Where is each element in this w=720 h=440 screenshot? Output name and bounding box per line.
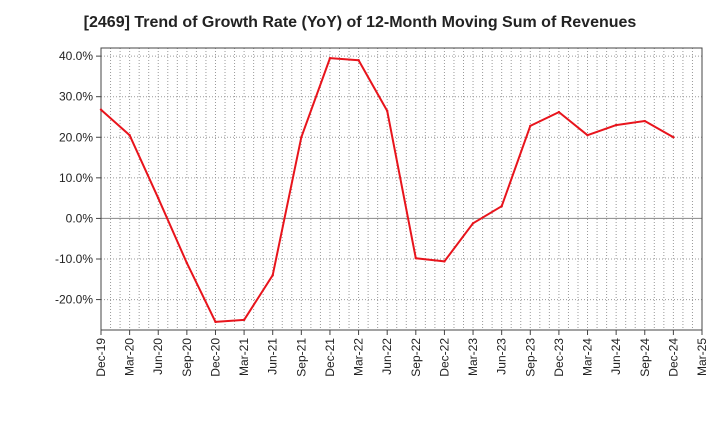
x-tick-label: Jun-21 xyxy=(266,338,280,375)
data-point xyxy=(414,256,418,260)
data-point xyxy=(99,108,103,111)
x-tick-label: Sep-22 xyxy=(409,338,423,377)
x-tick-label: Dec-20 xyxy=(208,338,222,377)
x-tick-label: Sep-24 xyxy=(638,338,652,377)
data-point xyxy=(214,320,217,324)
x-tick-label: Sep-20 xyxy=(180,338,194,377)
x-tick-label: Jun-20 xyxy=(151,338,165,375)
data-point xyxy=(242,318,246,322)
x-tick-label: Jun-24 xyxy=(609,338,623,375)
x-tick-label: Dec-24 xyxy=(666,338,680,377)
data-point xyxy=(557,110,561,114)
data-point xyxy=(385,109,389,113)
data-point xyxy=(586,134,589,137)
data-point xyxy=(271,274,274,277)
x-tick-label: Mar-24 xyxy=(581,338,595,376)
data-point xyxy=(443,260,446,263)
x-tick-label: Mar-22 xyxy=(352,338,366,376)
y-tick-label: 0.0% xyxy=(66,211,94,225)
x-tick-label: Jun-22 xyxy=(380,338,394,375)
y-tick-label: -20.0% xyxy=(55,293,93,307)
data-point xyxy=(529,124,532,128)
chart-title: [2469] Trend of Growth Rate (YoY) of 12-… xyxy=(83,14,637,31)
x-tick-label: Dec-21 xyxy=(323,338,337,377)
data-point xyxy=(471,222,475,225)
y-tick-label: -10.0% xyxy=(55,252,93,266)
plot-area-border xyxy=(100,47,703,331)
data-point xyxy=(128,134,131,137)
y-tick-label: 20.0% xyxy=(59,130,93,144)
data-point xyxy=(643,119,646,123)
x-tick-label: Sep-21 xyxy=(294,338,308,377)
x-tick-label: Jun-23 xyxy=(495,338,509,375)
data-point xyxy=(672,136,675,139)
data-point xyxy=(328,56,332,60)
x-tick-label: Sep-23 xyxy=(523,338,537,377)
y-tick-label: 40.0% xyxy=(59,49,93,63)
data-point xyxy=(300,136,303,139)
x-tick-label: Dec-23 xyxy=(552,338,566,377)
x-tick-label: Dec-19 xyxy=(94,338,108,377)
y-tick-label: 30.0% xyxy=(59,90,93,104)
x-tick-label: Mar-23 xyxy=(466,338,480,376)
x-tick-label: Mar-21 xyxy=(237,338,251,376)
data-point xyxy=(614,123,618,127)
x-tick-label: Mar-25 xyxy=(695,338,709,376)
data-point xyxy=(500,205,503,208)
data-point xyxy=(185,261,189,265)
data-point xyxy=(357,58,360,62)
data-point xyxy=(157,196,160,200)
x-tick-label: Mar-20 xyxy=(123,338,137,376)
x-tick-label: Dec-22 xyxy=(437,338,451,377)
y-tick-label: 10.0% xyxy=(59,171,93,185)
